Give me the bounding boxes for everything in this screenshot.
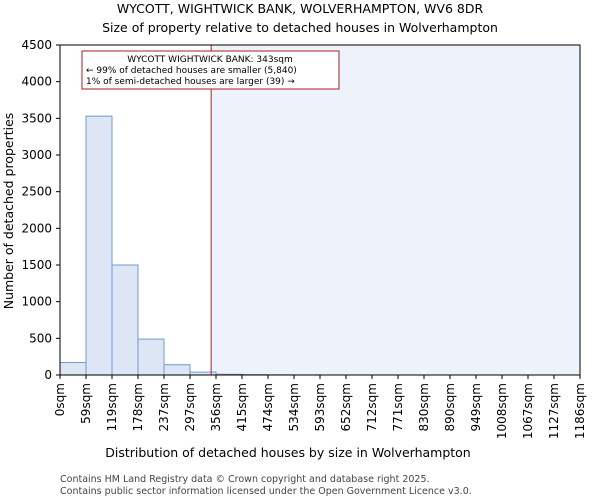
y-tick-label: 0 — [44, 368, 52, 382]
x-tick-label: 771sqm — [391, 383, 405, 431]
y-axis-ticks: 0 500 1000 1500 2000 2500 3000 3500 4000 4500 — [21, 38, 60, 382]
x-tick-label: 474sqm — [261, 383, 275, 431]
x-tick-label: 1186sqm — [573, 383, 587, 439]
annotation-title: WYCOTT WIGHTWICK BANK: 343sqm — [127, 55, 293, 65]
x-tick-label: 119sqm — [105, 383, 119, 431]
footer-copyright: Contains HM Land Registry data © Crown c… — [60, 474, 430, 485]
x-tick-label: 0sqm — [53, 383, 67, 416]
y-tick-label: 1000 — [21, 295, 52, 309]
plot-area — [59, 44, 581, 376]
x-axis-ticks: 0sqm 59sqm 119sqm 178sqm 237sqm 297sqm 356sqm 4… — [53, 375, 587, 439]
x-tick-label: 1127sqm — [547, 383, 561, 439]
y-tick-label: 1500 — [21, 258, 52, 272]
x-tick-label: 356sqm — [209, 383, 223, 431]
x-tick-label: 237sqm — [157, 383, 171, 431]
x-tick-label: 830sqm — [417, 383, 431, 431]
x-tick-label: 59sqm — [79, 383, 93, 424]
y-tick-label: 3500 — [21, 111, 52, 125]
x-tick-label: 415sqm — [235, 383, 249, 431]
x-tick-label: 1008sqm — [495, 383, 509, 439]
marker-annotation: WYCOTT WIGHTWICK BANK: 343sqm ← 99% of d… — [81, 50, 340, 90]
x-tick-label: 1067sqm — [521, 383, 535, 439]
y-tick-label: 4000 — [21, 75, 52, 89]
bars-group — [59, 115, 321, 376]
annotation-smaller: ← 99% of detached houses are smaller (5,… — [86, 66, 297, 76]
bar-178sqm — [137, 338, 165, 376]
annotation-box — [81, 50, 340, 90]
x-tick-label: 949sqm — [469, 383, 483, 431]
x-tick-label: 593sqm — [313, 383, 327, 431]
chart-subtitle: Size of property relative to detached ho… — [102, 20, 498, 35]
x-tick-label: 178sqm — [131, 383, 145, 431]
bar-119sqm — [111, 264, 139, 376]
y-tick-label: 4500 — [21, 38, 52, 52]
y-tick-label: 2000 — [21, 221, 52, 235]
y-axis-label: Number of detached properties — [1, 113, 16, 310]
x-tick-label: 890sqm — [443, 383, 457, 431]
y-tick-label: 3000 — [21, 148, 52, 162]
x-tick-label: 652sqm — [339, 383, 353, 431]
bar-0sqm — [59, 362, 87, 376]
x-tick-label: 534sqm — [287, 383, 301, 431]
bar-59sqm — [85, 115, 113, 376]
footer-licence: Contains public sector information licen… — [60, 486, 472, 497]
x-tick-label: 712sqm — [365, 383, 379, 431]
x-tick-label: 297sqm — [183, 383, 197, 431]
y-tick-label: 500 — [29, 331, 52, 345]
bar-237sqm — [163, 364, 191, 376]
chart-title: WYCOTT, WIGHTWICK BANK, WOLVERHAMPTON, W… — [117, 1, 484, 16]
y-tick-label: 2500 — [21, 185, 52, 199]
x-axis-label: Distribution of detached houses by size … — [105, 445, 471, 460]
larger-properties-shade — [211, 45, 581, 375]
annotation-larger: 1% of semi-detached houses are larger (3… — [86, 77, 295, 87]
